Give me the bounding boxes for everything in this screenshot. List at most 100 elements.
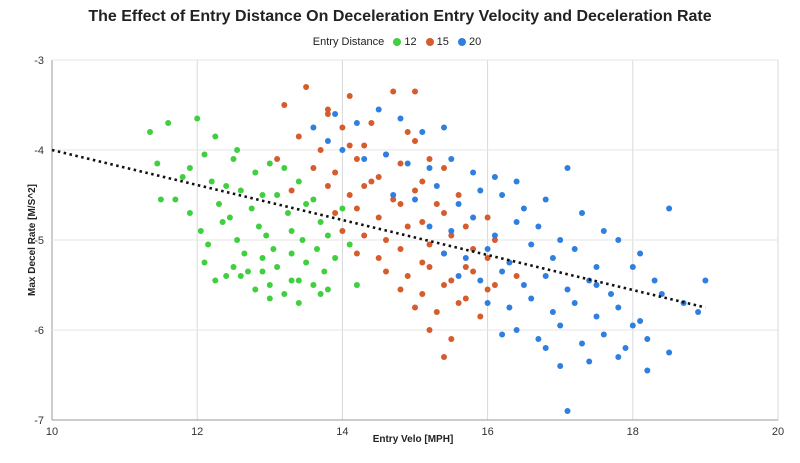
data-point-12 [317,291,324,297]
data-point-12 [346,241,353,248]
data-point-20 [666,205,673,212]
data-point-15 [412,304,418,311]
data-point-20 [644,367,651,374]
data-point-20 [637,318,644,324]
data-point-15 [324,111,331,117]
data-point-15 [433,201,440,207]
data-point-15 [397,286,404,293]
trendline [51,148,706,309]
data-point-15 [361,232,368,239]
data-point-15 [332,169,339,176]
data-point-20 [433,183,440,189]
data-point-15 [419,259,426,266]
data-point-12 [230,264,237,270]
data-point-15 [404,273,411,279]
data-point-15 [470,268,477,275]
data-point-15 [383,237,389,243]
data-point-15 [324,106,331,113]
data-point-20 [542,273,549,279]
data-point-20 [404,160,411,167]
data-point-12 [288,228,295,234]
data-point-12 [241,250,248,257]
data-point-15 [288,187,295,194]
data-point-20 [419,129,426,135]
data-point-20 [557,322,564,329]
data-point-20 [600,228,607,234]
data-point-15 [484,286,491,293]
data-point-12 [197,228,204,234]
data-point-20 [470,169,477,176]
data-point-12 [259,255,266,261]
data-point-12 [216,201,222,207]
data-point-20 [579,210,585,216]
data-point-15 [303,84,310,90]
data-point-12 [179,174,186,180]
data-point-20 [426,223,433,230]
data-point-12 [234,237,241,243]
data-point-20 [571,246,578,252]
data-point-15 [477,313,484,320]
data-point-20 [622,345,629,351]
data-point-20 [455,201,462,207]
data-point-12 [226,214,233,221]
data-point-12 [259,192,266,198]
data-point-12 [353,282,360,288]
data-point-12 [248,205,255,212]
legend-swatch-15 [425,38,434,46]
data-point-20 [695,309,702,315]
data-point-12 [288,250,295,257]
data-point-12 [186,210,193,216]
data-point-15 [361,183,368,189]
data-point-20 [593,282,600,288]
data-point-15 [390,196,397,203]
data-point-12 [237,273,244,279]
data-point-15 [419,219,426,225]
x-tick-label: 14 [336,426,348,438]
data-point-15 [404,129,411,135]
data-point-20 [324,138,331,144]
data-point-20 [651,277,658,284]
data-point-12 [281,165,288,171]
data-point-15 [346,192,353,198]
data-point-15 [426,264,433,270]
data-point-20 [484,246,491,252]
x-tick-label: 16 [481,426,493,438]
data-point-12 [219,219,226,225]
data-point-15 [419,291,426,297]
data-point-12 [212,133,219,140]
data-point-15 [441,210,447,216]
data-point-12 [165,120,172,126]
data-point-15 [448,336,455,342]
data-point-12 [324,286,331,293]
y-tick-label: -3 [34,55,44,67]
data-point-12 [194,115,201,122]
data-point-20 [426,165,433,171]
data-point-12 [147,129,153,135]
trendline-path [51,148,706,309]
data-point-15 [426,327,433,333]
data-point-20 [593,313,600,320]
chart-legend: Entry Distance 12 15 20 [0,36,800,48]
data-point-15 [448,277,455,284]
data-point-12 [212,277,219,284]
data-point-20 [499,331,506,338]
data-point-20 [477,277,484,284]
data-point-20 [557,237,564,243]
legend-item-15: 15 [425,36,452,48]
x-tick-label: 20 [772,426,784,438]
data-point-12 [281,291,288,297]
data-point-15 [375,174,382,180]
data-point-15 [441,282,447,288]
x-tick-label: 12 [191,426,203,438]
data-point-12 [186,165,193,171]
data-point-20 [470,214,477,221]
data-point-12 [274,264,281,270]
data-point-15 [455,192,462,198]
y-axis-label: Max Decel Rate [M/S^2] [27,184,38,296]
data-point-20 [491,174,498,180]
data-point-20 [600,331,607,338]
data-point-12 [223,183,230,189]
data-point-15 [513,273,520,279]
data-point-15 [281,102,288,108]
data-point-20 [491,232,498,239]
